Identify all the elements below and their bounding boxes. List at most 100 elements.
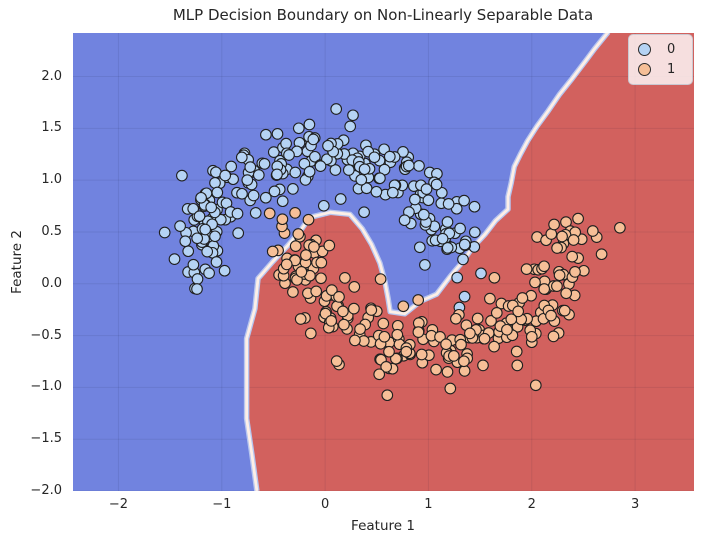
scatter-point-class1 [390,352,402,365]
scatter-point-class1 [378,330,391,343]
scatter-point-class1 [276,213,289,226]
scatter-point-class1 [464,327,476,340]
scatter-point-class1 [471,312,484,325]
scatter-point-class0 [247,189,260,202]
y-tick-label: 0.5 [41,223,62,239]
x-tick-label: 1 [424,497,433,512]
scatter-point-class0 [187,202,200,215]
legend-marker-icon [638,63,651,76]
scatter-point-class1 [400,345,413,358]
y-tick-label: −1.5 [30,431,62,447]
scatter-point-class0 [322,139,334,152]
x-tick-label: −2 [108,497,129,512]
scatter-point-class1 [553,269,566,282]
scatter-point-class1 [556,230,568,243]
legend-label: 0 [667,42,676,57]
scatter-point-class0 [442,198,455,210]
scatter-point-class0 [276,195,289,208]
scatter-point-class1 [484,292,496,305]
x-tick-label: 0 [320,497,330,512]
scatter-point-class1 [338,318,350,331]
scatter-point-class1 [430,363,442,376]
scatter-point-class0 [398,214,411,227]
scatter-point-class0 [303,118,316,131]
scatter-point-class1 [525,330,538,343]
scatter-point-class1 [381,389,394,402]
scatter-point-class1 [547,330,560,343]
scatter-point-class1 [450,312,462,325]
scatter-point-class1 [512,305,525,318]
scatter-point-class0 [383,150,396,163]
scatter-point-class1 [505,313,518,326]
scatter-point-class0 [397,146,409,158]
scatter-point-class0 [347,109,359,122]
scatter-point-class0 [402,159,415,172]
scatter-point-class0 [329,164,342,176]
scatter-point-class0 [271,128,284,140]
scatter-point-class0 [307,133,320,146]
scatter-point-class1 [447,350,460,362]
y-tick-label: −1.0 [30,379,62,395]
scatter-point-class0 [468,226,481,239]
scatter-point-class1 [548,218,560,231]
scatter-point-class1 [558,304,571,317]
scatter-point-class0 [457,253,469,266]
y-tick-label: 2.0 [41,68,62,84]
scatter-point-class0 [231,207,244,220]
scatter-point-class1 [348,281,361,293]
scatter-point-class0 [174,220,186,232]
scatter-point-class1 [287,286,299,298]
scatter-point-class0 [451,271,464,284]
scatter-point-class0 [358,206,370,219]
scatter-point-class1 [412,294,425,306]
scatter-point-class0 [195,191,207,204]
scatter-point-class0 [441,216,454,228]
scatter-point-class0 [413,241,426,254]
region-class0 [73,33,608,491]
scatter-point-class1 [348,302,360,315]
scatter-point-class1 [501,323,513,336]
scatter-point-class0 [280,137,292,150]
scatter-point-class1 [280,258,293,271]
y-tick-label: −0.5 [30,327,62,343]
x-tick-label: 3 [630,497,640,512]
scatter-point-class1 [377,317,390,330]
scatter-point-class0 [260,128,272,141]
scatter-point-class0 [374,172,386,185]
y-tick-label: −2.0 [30,483,62,498]
legend-marker-icon [638,43,651,56]
scatter-point-class1 [455,338,467,351]
scatter-point-class0 [191,283,203,295]
x-tick-label: −1 [212,497,232,512]
scatter-point-class1 [323,239,336,252]
scatter-point-class0 [292,122,305,135]
scatter-point-class1 [289,207,301,219]
scatter-point-class0 [271,168,283,181]
scatter-point-class0 [158,226,171,239]
scatter-point-class0 [289,166,302,179]
scatter-point-class0 [249,207,262,219]
scatter-point-class0 [458,238,471,251]
scatter-point-class1 [490,307,503,319]
scatter-point-class1 [444,382,457,395]
scatter-point-class1 [308,241,320,253]
scatter-point-class0 [187,258,200,271]
scatter-point-class1 [365,304,378,316]
scatter-point-class1 [488,271,501,284]
scatter-point-class0 [309,150,321,163]
scatter-point-class1 [266,245,279,258]
scatter-point-class1 [572,212,584,225]
scatter-point-class0 [287,183,299,195]
scatter-point-class1 [569,266,581,278]
scatter-point-class1 [295,266,308,278]
scatter-point-class0 [241,174,254,186]
scatter-point-class0 [225,160,238,173]
scatter-point-class1 [349,334,361,347]
scatter-point-class1 [440,338,452,351]
scatter-point-class0 [430,178,443,191]
scatter-point-class1 [529,379,542,392]
scatter-point-class1 [325,284,338,296]
scatter-point-class1 [566,250,579,263]
